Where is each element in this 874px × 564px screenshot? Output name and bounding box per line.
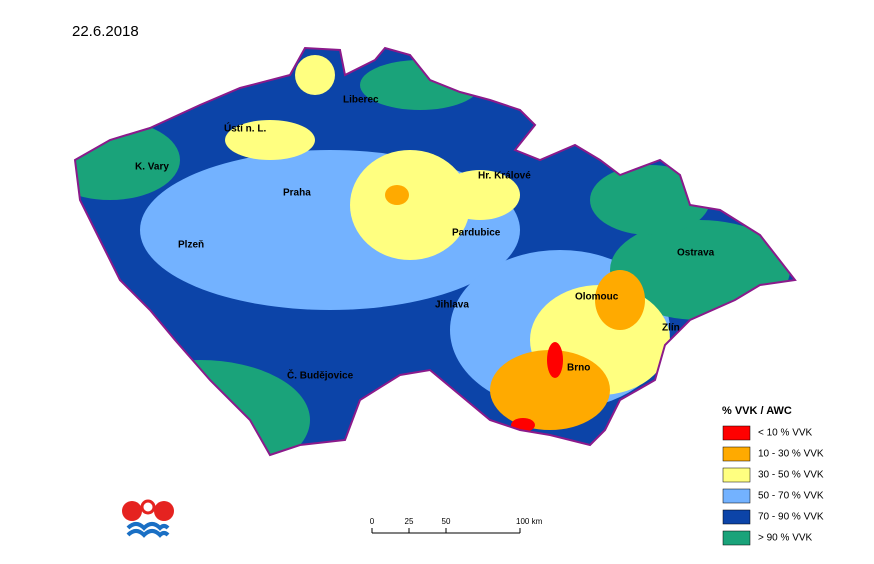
city-label: Ústí n. L.: [224, 122, 266, 135]
city-label: Pardubice: [452, 228, 501, 239]
city-label: Liberec: [343, 95, 379, 106]
city-labels: Liberec Ústí n. L. K. Vary Praha Hr. Krá…: [135, 95, 715, 382]
city-label: Plzeň: [178, 240, 204, 251]
legend-label: > 90 % VVK: [758, 533, 813, 544]
legend-swatch: [722, 530, 751, 546]
city-label: Olomouc: [575, 292, 619, 303]
city-label: Ostrava: [677, 248, 715, 259]
logo: [122, 499, 174, 538]
scale-label: 0: [370, 517, 375, 526]
legend-label: 10 - 30 % VVK: [758, 449, 824, 460]
city-label: Zlín: [662, 323, 680, 334]
legend-swatch: [722, 467, 751, 483]
legend-swatch: [722, 425, 751, 441]
city-label: Praha: [283, 188, 311, 199]
scale-bar: 0 25 50 100 km: [370, 517, 543, 534]
city-label: K. Vary: [135, 162, 169, 173]
legend-label: 70 - 90 % VVK: [758, 512, 824, 523]
border: [73, 46, 797, 457]
legend-swatch: [722, 488, 751, 504]
map-fill: [75, 48, 795, 455]
scale-label: 100 km: [516, 517, 543, 526]
city-label: Jihlava: [435, 300, 469, 311]
legend-title: % VVK / AWC: [722, 405, 792, 417]
city-label: Brno: [567, 363, 590, 374]
legend-swatch: [722, 509, 751, 525]
date: 22.6.2018: [72, 23, 139, 40]
scale-label: 25: [405, 517, 414, 526]
city-label: Hr. Králové: [478, 171, 531, 182]
legend-swatch: [722, 446, 751, 462]
city-label: Č. Budějovice: [287, 369, 354, 382]
legend-label: < 10 % VVK: [758, 428, 813, 439]
legend: % VVK / AWC < 10 % VVK 10 - 30 % VVK 30 - …: [722, 405, 824, 546]
scale-label: 50: [442, 517, 451, 526]
legend-label: 50 - 70 % VVK: [758, 491, 824, 502]
legend-label: 30 - 50 % VVK: [758, 470, 824, 481]
